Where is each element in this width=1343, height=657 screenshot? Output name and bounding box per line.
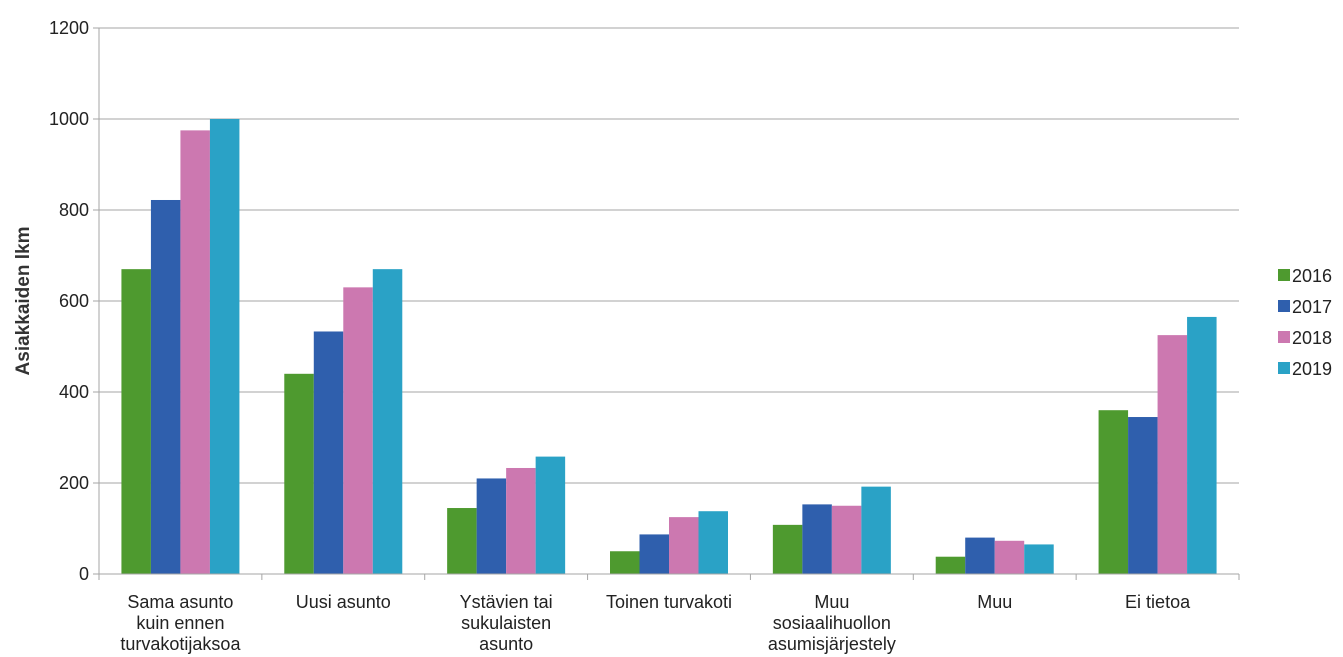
x-category-label-line: Ystävien tai [460,592,553,612]
bar-2018 [669,517,699,574]
bar-2016 [772,524,803,574]
legend-label-2016: 2016 [1292,266,1332,286]
x-category-label-line: Uusi asunto [296,592,391,612]
x-category-label-line: kuin ennen [136,613,224,633]
bar-2018 [180,130,210,574]
bar-2016 [284,373,314,574]
bar-2019 [1024,544,1054,574]
bar-2019 [535,456,566,574]
bar-2019 [1187,316,1217,574]
y-tick-label: 1200 [49,18,89,38]
x-category-label-line: Toinen turvakoti [606,592,732,612]
y-tick-label: 600 [59,291,89,311]
x-category-label: Sama asunto kuin ennen turvakotijaksoa [120,592,241,654]
legend-swatch-2017 [1278,300,1290,312]
bar-2018 [506,467,536,574]
x-category-label-line: sukulaisten [461,613,551,633]
bar-2019 [372,269,403,574]
bar-2017 [1128,417,1158,574]
x-category-label-line: asunto [479,634,533,654]
bar-2017 [313,331,344,574]
bar-2018 [1157,335,1188,574]
legend: 2016 2017 2018 2019 [1278,266,1332,379]
legend-swatch-2016 [1278,269,1290,281]
x-category-label-line: asumisjärjestely [768,634,896,654]
bar-2017 [476,478,507,574]
y-tick-label: 800 [59,200,89,220]
bar-2016 [121,269,151,574]
y-axis-label: Asiakkaiden lkm [13,227,34,376]
bar-2019 [698,511,728,574]
bar-2017 [965,537,995,574]
legend-label-2017: 2017 [1292,297,1332,317]
legend-label-2018: 2018 [1292,328,1332,348]
x-category-label-line: turvakotijaksoa [120,634,241,654]
y-tick-label: 200 [59,473,89,493]
x-category-labels: Sama asunto kuin ennen turvakotijaksoa Uusi… [120,592,1191,654]
x-category-label: Muu sosiaalihuollon asumisjärjestely [768,592,896,654]
y-tick-label: 1000 [49,109,89,129]
x-category-label-line: sosiaalihuollon [773,613,891,633]
x-category-label-line: Sama asunto [127,592,233,612]
x-category-label: Uusi asunto [296,592,391,612]
x-category-label: Muu [977,592,1012,612]
bars [121,119,1217,575]
bar-2018 [831,505,862,574]
bar-2018 [994,540,1025,574]
y-tick-label: 400 [59,382,89,402]
x-category-label: Toinen turvakoti [606,592,732,612]
x-category-label: Ei tietoa [1125,592,1191,612]
bar-2016 [447,508,477,574]
legend-swatch-2019 [1278,362,1290,374]
bar-2017 [802,504,832,574]
bar-2019 [861,486,891,574]
x-category-label: Ystävien tai sukulaisten asunto [460,592,553,654]
x-category-label-line: Ei tietoa [1125,592,1191,612]
grid-lines [93,27,1239,575]
y-tick-label: 0 [79,564,89,584]
x-category-label-line: Muu [977,592,1012,612]
legend-swatch-2018 [1278,331,1290,343]
bar-2016 [610,551,640,574]
x-category-label-line: Muu [814,592,849,612]
bar-2018 [343,287,373,574]
bar-2017 [639,534,669,574]
bar-2016 [1098,410,1129,574]
bar-2016 [935,556,966,574]
y-tick-labels: 0 200 400 600 800 1000 1200 [49,18,89,584]
axes [98,28,1240,580]
legend-label-2019: 2019 [1292,359,1332,379]
bar-2019 [209,119,240,574]
bar-2017 [150,199,181,575]
